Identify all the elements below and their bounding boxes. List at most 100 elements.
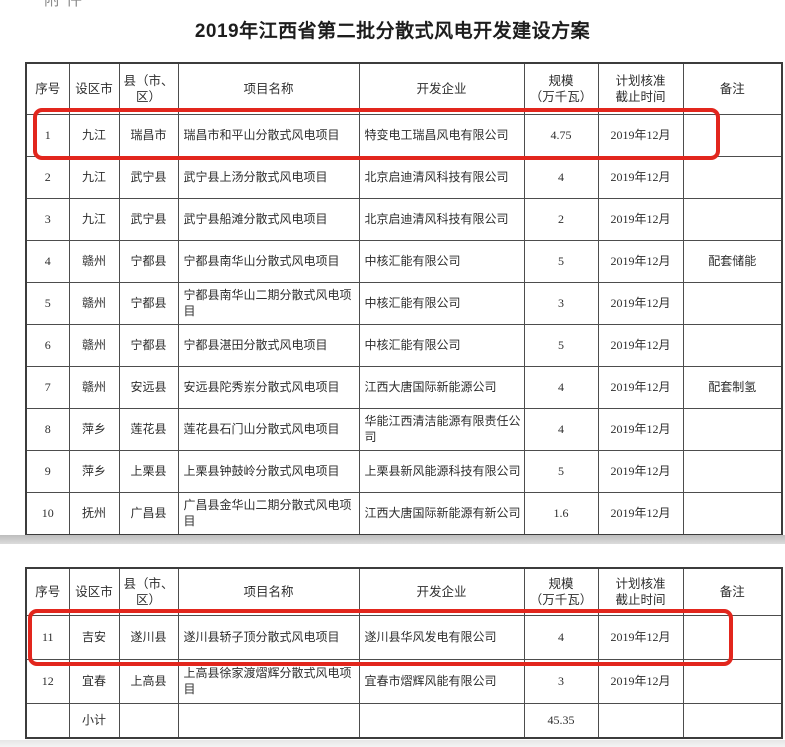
cell-developer: 中核汇能有限公司 [358, 240, 525, 283]
cell-capacity: 5 [523, 450, 599, 493]
cell-deadline: 2019年12月 [597, 324, 684, 367]
cell-project [177, 703, 360, 739]
document-title: 2019年江西省第二批分散式风电开发建设方案 [194, 21, 591, 42]
table-row: 小计 45.35 [25, 703, 783, 739]
column-header-county: 县（市、 区） [118, 567, 179, 616]
cell-no: 11 [25, 615, 70, 660]
cell-no: 2 [25, 156, 70, 199]
column-header-note: 备注 [682, 62, 783, 115]
cell-note [682, 492, 783, 536]
cell-county: 上高县 [118, 659, 179, 704]
cell-deadline: 2019年12月 [597, 282, 684, 325]
cell-county: 安远县 [118, 366, 179, 409]
cell-county: 宁都县 [118, 240, 179, 283]
column-header-capacity: 规模 （万千瓦） [523, 62, 599, 115]
column-header-project: 项目名称 [177, 62, 360, 115]
table-row: 1 九江 瑞昌市 瑞昌市和平山分散式风电项目 特变电工瑞昌风电有限公司 4.75 2019年… [25, 114, 783, 157]
table-row: 5 赣州 宁都县 宁都县南华山二期分散式风电项目 中核汇能有限公司 3 2019年12月 [25, 282, 783, 325]
cell-city: 赣州 [68, 240, 120, 283]
cell-project: 宁都县湛田分散式风电项目 [177, 324, 360, 367]
table-row: 4 赣州 宁都县 宁都县南华山分散式风电项目 中核汇能有限公司 5 2019年12月 配套储能 [25, 240, 783, 283]
column-header-county: 县（市、 区） [118, 62, 179, 115]
cell-county: 遂川县 [118, 615, 179, 660]
column-header-deadline: 计划核准 截止时间 [597, 62, 684, 115]
cell-project: 安远县陀秀岽分散式风电项目 [177, 366, 360, 409]
cell-capacity: 4.75 [523, 114, 599, 157]
table-row: 8 萍乡 莲花县 莲花县石门山分散式风电项目 华能江西清洁能源有限责任公司 4 2019年1… [25, 408, 783, 451]
cell-no: 8 [25, 408, 70, 451]
cell-project: 瑞昌市和平山分散式风电项目 [177, 114, 360, 157]
column-header-city: 设区市 [68, 567, 120, 616]
cell-capacity: 4 [523, 408, 599, 451]
cell-project: 莲花县石门山分散式风电项目 [177, 408, 360, 451]
cell-note [682, 324, 783, 367]
cell-developer: 华能江西清洁能源有限责任公司 [358, 408, 525, 451]
cell-note [682, 198, 783, 241]
cell-city: 萍乡 [68, 450, 120, 493]
cell-developer: 北京启迪清风科技有限公司 [358, 156, 525, 199]
cell-capacity: 5 [523, 240, 599, 283]
cell-developer: 中核汇能有限公司 [358, 324, 525, 367]
table-row: 3 九江 武宁县 武宁县船滩分散式风电项目 北京启迪清风科技有限公司 2 2019年12月 [25, 198, 783, 241]
cell-capacity: 3 [523, 659, 599, 704]
cell-no: 3 [25, 198, 70, 241]
table-row: 2 九江 武宁县 武宁县上汤分散式风电项目 北京启迪清风科技有限公司 4 2019年12月 [25, 156, 783, 199]
cell-capacity: 3 [523, 282, 599, 325]
cell-no: 9 [25, 450, 70, 493]
cell-county: 上栗县 [118, 450, 179, 493]
cell-city: 赣州 [68, 324, 120, 367]
cell-project: 宁都县南华山二期分散式风电项目 [177, 282, 360, 325]
column-header-developer: 开发企业 [358, 567, 525, 616]
cell-deadline: 2019年12月 [597, 492, 684, 536]
cell-developer: 遂川县华风发电有限公司 [358, 615, 525, 660]
cell-project: 宁都县南华山分散式风电项目 [177, 240, 360, 283]
cell-county: 广昌县 [118, 492, 179, 536]
cell-city: 九江 [68, 156, 120, 199]
cell-deadline: 2019年12月 [597, 198, 684, 241]
column-header-city: 设区市 [68, 62, 120, 115]
column-header-capacity: 规模 （万千瓦） [523, 567, 599, 616]
cell-note [682, 703, 783, 739]
column-header-no: 序号 [25, 567, 70, 616]
cell-deadline: 2019年12月 [597, 114, 684, 157]
cell-note [682, 282, 783, 325]
table-row: 9 萍乡 上栗县 上栗县钟鼓岭分散式风电项目 上栗县新风能源科技有限公司 5 2019年12… [25, 450, 783, 493]
cell-note [682, 408, 783, 451]
cell-no: 5 [25, 282, 70, 325]
cell-no: 7 [25, 366, 70, 409]
cell-capacity: 4 [523, 615, 599, 660]
cell-city: 宜春 [68, 659, 120, 704]
cell-city: 小计 [68, 703, 120, 739]
cell-project: 遂川县轿子顶分散式风电项目 [177, 615, 360, 660]
cell-no [25, 703, 70, 739]
cell-no: 1 [25, 114, 70, 157]
cell-no: 4 [25, 240, 70, 283]
cell-city: 赣州 [68, 366, 120, 409]
cell-deadline: 2019年12月 [597, 450, 684, 493]
cell-county: 宁都县 [118, 324, 179, 367]
cell-deadline: 2019年12月 [597, 615, 684, 660]
column-header-developer: 开发企业 [358, 62, 525, 115]
cell-no: 12 [25, 659, 70, 704]
cell-county: 武宁县 [118, 156, 179, 199]
table-row: 6 赣州 宁都县 宁都县湛田分散式风电项目 中核汇能有限公司 5 2019年12月 [25, 324, 783, 367]
cell-developer: 江西大唐国际新能源公司 [358, 366, 525, 409]
cell-developer: 特变电工瑞昌风电有限公司 [358, 114, 525, 157]
cell-city: 九江 [68, 114, 120, 157]
cell-project: 广昌县金华山二期分散式风电项目 [177, 492, 360, 536]
corner-text-fragment: 附件 [44, 0, 89, 9]
cell-capacity: 1.6 [523, 492, 599, 536]
cell-deadline: 2019年12月 [597, 408, 684, 451]
bottom-scan-band [0, 740, 785, 747]
cell-deadline: 2019年12月 [597, 659, 684, 704]
page-divider-band [0, 535, 785, 544]
column-header-no: 序号 [25, 62, 70, 115]
table-row: 10 抚州 广昌县 广昌县金华山二期分散式风电项目 江西大唐国际新能源有新公司 1.6 20… [25, 492, 783, 536]
column-header-project: 项目名称 [177, 567, 360, 616]
cell-deadline: 2019年12月 [597, 156, 684, 199]
header-row: 序号 设区市 县（市、 区） 项目名称 开发企业 规模 （万千瓦） 计划核准 截止时间 备注 [25, 62, 783, 115]
cell-capacity: 5 [523, 324, 599, 367]
cell-county: 武宁县 [118, 198, 179, 241]
cell-note [682, 450, 783, 493]
